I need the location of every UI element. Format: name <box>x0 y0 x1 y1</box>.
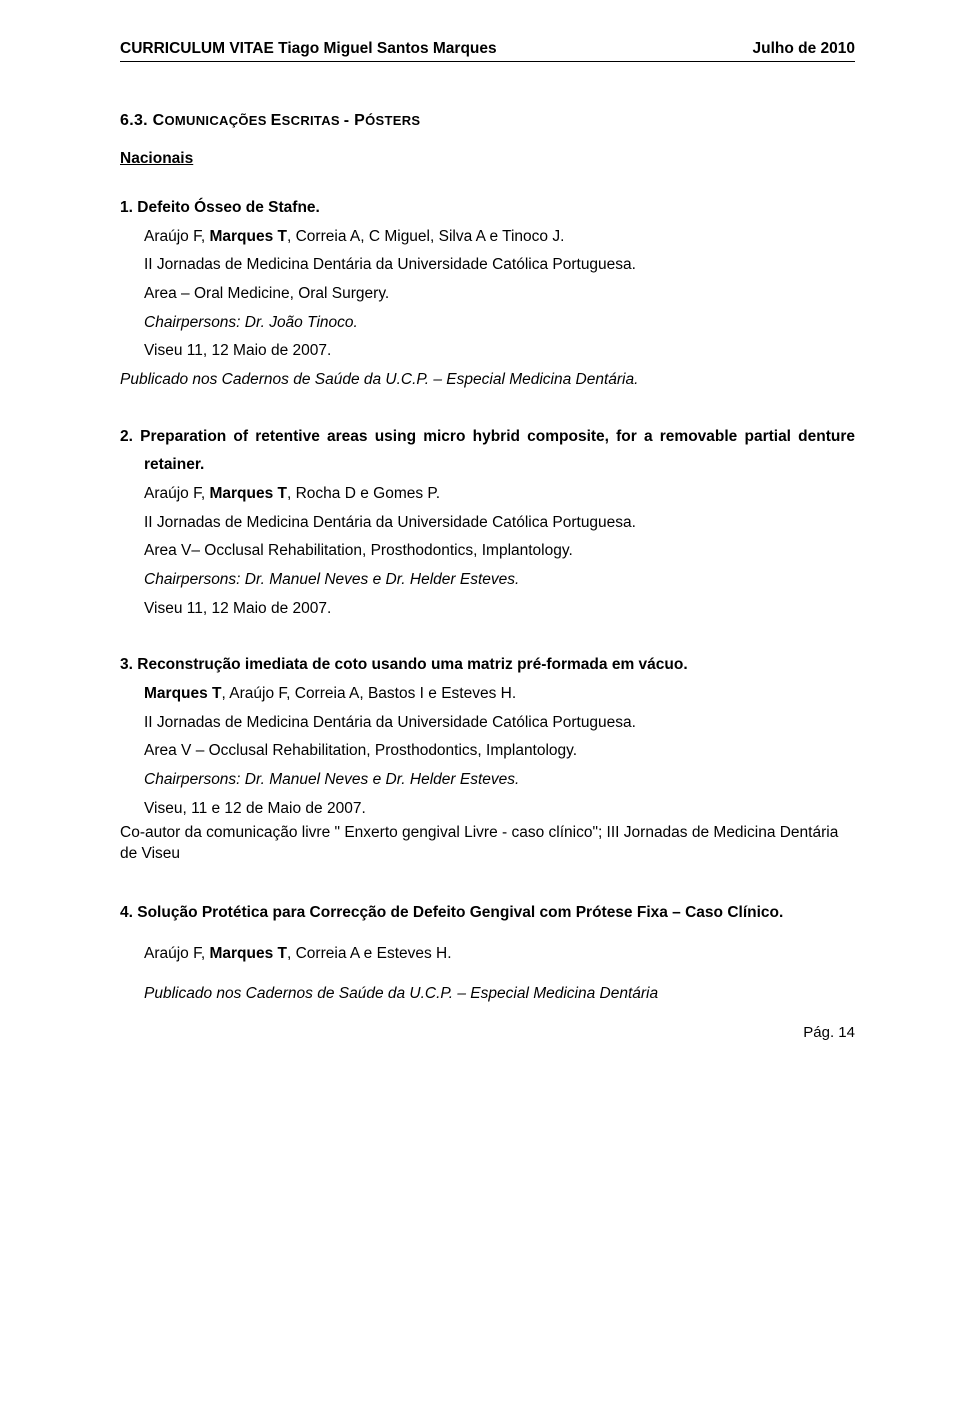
entry-3-title: 3. Reconstrução imediata de coto usando … <box>120 651 855 680</box>
entry-1-date: Viseu 11, 12 Maio de 2007. <box>120 337 855 366</box>
section-heading: 6.3. COMUNICAÇÕES ESCRITAS - PÓSTERS <box>120 112 855 130</box>
entry-4-pub: Publicado nos Cadernos de Saúde da U.C.P… <box>120 974 855 1014</box>
entry-1-authors: Araújo F, Marques T, Correia A, C Miguel… <box>120 223 855 252</box>
entry-1: 1. Defeito Ósseo de Stafne. Araújo F, Ma… <box>120 194 855 395</box>
entry-3-date: Viseu, 11 e 12 de Maio de 2007. <box>120 795 855 824</box>
entry-2-title: 2. Preparation of retentive areas using … <box>120 423 855 480</box>
entry-2-area: Area V– Occlusal Rehabilitation, Prostho… <box>120 537 855 566</box>
entry-4-authors: Araújo F, Marques T, Correia A e Esteves… <box>120 934 855 974</box>
entry-1-area: Area – Oral Medicine, Oral Surgery. <box>120 280 855 309</box>
entry-3-chair: Chairpersons: Dr. Manuel Neves e Dr. Hel… <box>120 766 855 795</box>
entry-1-pub: Publicado nos Cadernos de Saúde da U.C.P… <box>120 366 855 395</box>
entry-3-area: Area V – Occlusal Rehabilitation, Prosth… <box>120 737 855 766</box>
entry-4: 4. Solução Protética para Correcção de D… <box>120 893 855 1014</box>
entry-3-authors: Marques T, Araújo F, Correia A, Bastos I… <box>120 680 855 709</box>
entry-1-chair: Chairpersons: Dr. João Tinoco. <box>120 309 855 338</box>
entry-3-note: Co-autor da comunicação livre " Enxerto … <box>120 823 855 865</box>
entry-2: 2. Preparation of retentive areas using … <box>120 423 855 624</box>
page: CURRICULUM VITAE Tiago Miguel Santos Mar… <box>0 0 960 1081</box>
header-right: Julho de 2010 <box>752 40 855 58</box>
entry-2-date: Viseu 11, 12 Maio de 2007. <box>120 595 855 624</box>
page-footer: Pág. 14 <box>120 1024 855 1041</box>
entry-1-venue: II Jornadas de Medicina Dentária da Univ… <box>120 251 855 280</box>
entry-4-title: 4. Solução Protética para Correcção de D… <box>120 893 855 933</box>
entry-2-authors: Araújo F, Marques T, Rocha D e Gomes P. <box>120 480 855 509</box>
entry-3: 3. Reconstrução imediata de coto usando … <box>120 651 855 865</box>
entry-3-venue: II Jornadas de Medicina Dentária da Univ… <box>120 709 855 738</box>
subheading-nacionais: Nacionais <box>120 150 855 168</box>
entry-2-chair: Chairpersons: Dr. Manuel Neves e Dr. Hel… <box>120 566 855 595</box>
header-left: CURRICULUM VITAE Tiago Miguel Santos Mar… <box>120 40 497 58</box>
header: CURRICULUM VITAE Tiago Miguel Santos Mar… <box>120 40 855 62</box>
entry-1-title: 1. Defeito Ósseo de Stafne. <box>120 194 855 223</box>
entry-2-venue: II Jornadas de Medicina Dentária da Univ… <box>120 509 855 538</box>
